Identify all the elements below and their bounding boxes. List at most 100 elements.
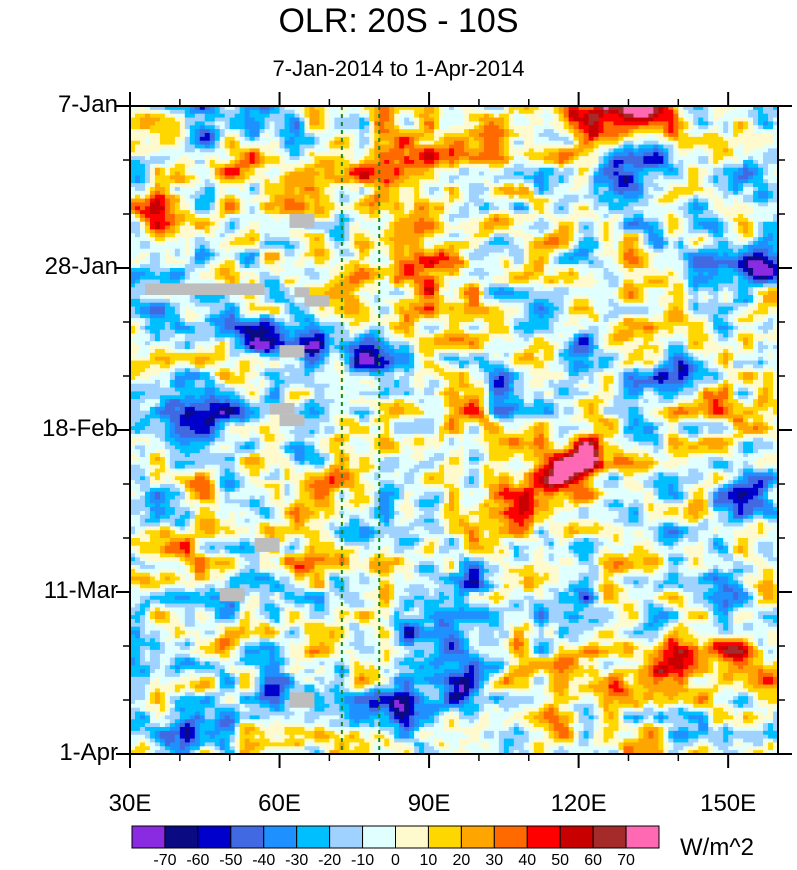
field-cell bbox=[424, 113, 430, 119]
field-cell bbox=[553, 133, 560, 138]
field-cell bbox=[748, 225, 754, 231]
field-cell bbox=[658, 175, 664, 180]
field-cell bbox=[543, 171, 550, 177]
field-cell bbox=[478, 140, 485, 146]
field-cell bbox=[179, 237, 186, 242]
field-cell bbox=[374, 237, 380, 242]
field-cell bbox=[359, 163, 365, 169]
field-cell bbox=[738, 190, 744, 196]
field-cell bbox=[603, 175, 610, 180]
field-cell bbox=[349, 210, 355, 215]
field-cell bbox=[329, 156, 335, 161]
field-cell bbox=[309, 144, 316, 150]
field-cell bbox=[508, 109, 515, 115]
field-cell bbox=[269, 233, 276, 238]
field-cell bbox=[254, 117, 261, 123]
field-cell bbox=[439, 202, 445, 207]
field-cell bbox=[234, 198, 241, 204]
field-cell bbox=[588, 194, 595, 200]
field-cell bbox=[219, 194, 226, 200]
field-cell bbox=[404, 117, 410, 123]
field-cell bbox=[374, 121, 380, 126]
field-cell bbox=[558, 171, 565, 177]
field-cell bbox=[414, 129, 420, 134]
field-cell bbox=[713, 160, 719, 165]
field-cell bbox=[593, 214, 600, 219]
field-cell bbox=[134, 187, 141, 192]
field-cell bbox=[623, 167, 630, 173]
field-cell bbox=[239, 206, 246, 211]
field-cell bbox=[289, 106, 296, 111]
field-cell bbox=[439, 140, 445, 146]
field-cell bbox=[658, 152, 664, 157]
field-cell bbox=[568, 133, 575, 138]
field-cell bbox=[653, 148, 659, 153]
field-cell bbox=[573, 167, 580, 173]
field-cell bbox=[458, 152, 465, 157]
field-cell bbox=[174, 217, 181, 223]
field-cell bbox=[663, 171, 669, 177]
field-cell bbox=[139, 171, 146, 177]
field-cell bbox=[723, 163, 729, 169]
field-cell bbox=[144, 160, 151, 165]
field-cell bbox=[229, 113, 236, 119]
field-cell bbox=[588, 198, 595, 204]
field-cell bbox=[668, 167, 674, 173]
field-cell bbox=[683, 148, 689, 153]
field-cell bbox=[613, 237, 620, 242]
field-cell bbox=[748, 248, 754, 254]
field-cell bbox=[623, 187, 630, 192]
field-cell bbox=[369, 194, 375, 200]
field-cell bbox=[573, 214, 580, 219]
field-cell bbox=[134, 241, 141, 246]
field-cell bbox=[134, 160, 141, 165]
field-cell bbox=[144, 113, 151, 119]
field-cell bbox=[638, 167, 645, 173]
field-cell bbox=[249, 163, 256, 169]
field-cell bbox=[259, 237, 266, 242]
field-cell bbox=[523, 175, 530, 180]
field-cell bbox=[558, 244, 565, 250]
field-cell bbox=[623, 121, 630, 126]
field-cell bbox=[214, 214, 221, 219]
field-cell bbox=[558, 160, 565, 165]
field-cell bbox=[578, 190, 585, 196]
field-cell bbox=[663, 179, 669, 184]
field-cell bbox=[523, 244, 530, 250]
field-cell bbox=[194, 171, 201, 177]
field-cell bbox=[728, 106, 734, 111]
field-cell bbox=[638, 202, 645, 207]
field-cell bbox=[533, 221, 540, 227]
field-cell bbox=[678, 214, 684, 219]
field-cell bbox=[289, 229, 296, 234]
field-cell bbox=[229, 156, 236, 161]
field-cell bbox=[224, 194, 231, 200]
field-cell bbox=[638, 198, 645, 204]
field-cell bbox=[364, 121, 370, 126]
field-cell bbox=[678, 244, 684, 250]
field-cell bbox=[394, 237, 400, 242]
field-cell bbox=[444, 175, 450, 180]
field-cell bbox=[748, 121, 754, 126]
field-cell bbox=[409, 233, 415, 238]
field-cell bbox=[174, 194, 181, 200]
field-cell bbox=[528, 152, 535, 157]
field-cell bbox=[768, 214, 774, 219]
field-cell bbox=[329, 221, 335, 227]
field-cell bbox=[668, 148, 674, 153]
field-cell bbox=[304, 113, 311, 119]
field-cell bbox=[274, 202, 281, 207]
field-cell bbox=[234, 190, 241, 196]
field-cell bbox=[543, 206, 550, 211]
field-cell bbox=[299, 183, 306, 188]
field-cell bbox=[414, 244, 420, 250]
field-cell bbox=[698, 160, 704, 165]
field-cell bbox=[758, 237, 764, 242]
field-cell bbox=[773, 210, 778, 215]
field-cell bbox=[578, 206, 585, 211]
field-cell bbox=[279, 198, 286, 204]
field-cell bbox=[134, 206, 141, 211]
field-cell bbox=[473, 163, 480, 169]
field-cell bbox=[314, 156, 321, 161]
field-cell bbox=[264, 225, 271, 231]
